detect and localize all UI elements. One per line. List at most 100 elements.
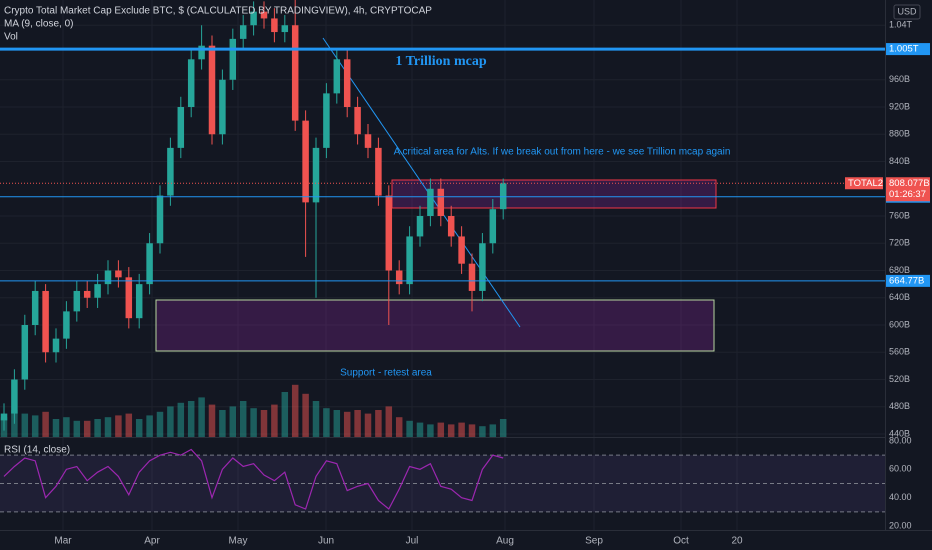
annotation: 1 Trillion mcap bbox=[395, 54, 486, 69]
volume-bar bbox=[291, 384, 299, 437]
volume-bar bbox=[281, 392, 289, 437]
volume-bar bbox=[479, 426, 486, 437]
candle-body bbox=[260, 11, 268, 19]
candle-body bbox=[125, 277, 133, 319]
volume-bar bbox=[250, 408, 257, 437]
volume-bar bbox=[260, 410, 268, 437]
y-tick-label: 600B bbox=[889, 319, 910, 329]
candle-body bbox=[187, 59, 195, 107]
ma-label: MA (9, close, 0) bbox=[4, 19, 73, 30]
candle-body bbox=[302, 120, 309, 203]
x-tick-label: Oct bbox=[673, 536, 689, 547]
candle-body bbox=[375, 147, 382, 196]
volume-bar bbox=[375, 410, 382, 437]
symbol-tag-label: TOTAL2 bbox=[848, 178, 883, 189]
volume-bar bbox=[208, 404, 216, 437]
support-zone bbox=[155, 299, 715, 352]
rsi-tick-label: 80.00 bbox=[889, 435, 912, 445]
candle-body bbox=[333, 59, 341, 94]
candle-body bbox=[250, 11, 257, 26]
price-tag-label: 1.005T bbox=[889, 44, 919, 55]
candle-body bbox=[198, 45, 205, 60]
candle-body bbox=[291, 25, 299, 121]
volume-bar bbox=[323, 408, 330, 437]
y-tick-label: 560B bbox=[889, 347, 910, 357]
volume-bar bbox=[447, 424, 455, 437]
candle-body bbox=[479, 243, 486, 291]
volume-bar bbox=[52, 419, 60, 437]
annotation: Support - retest area bbox=[340, 368, 432, 379]
volume-bar bbox=[333, 410, 341, 437]
annotation: A critical area for Alts. If we break ou… bbox=[394, 147, 731, 158]
candle-body bbox=[0, 413, 8, 421]
volume-bar bbox=[271, 404, 278, 437]
volume-bar bbox=[468, 424, 476, 437]
candle-body bbox=[354, 107, 361, 135]
volume-bar bbox=[31, 415, 39, 437]
volume-bar bbox=[499, 419, 507, 437]
y-tick-label: 520B bbox=[889, 374, 910, 384]
plot bbox=[0, 0, 886, 510]
current-price-label: 808.077B bbox=[889, 178, 930, 189]
candle-body bbox=[323, 93, 330, 148]
grid bbox=[0, 0, 885, 530]
candle-body bbox=[52, 338, 60, 353]
breakout-zone bbox=[391, 179, 717, 209]
candle-body bbox=[21, 325, 29, 380]
vol-label: Vol bbox=[4, 32, 18, 43]
volume-bar bbox=[302, 393, 309, 437]
x-tick-label: 20 bbox=[731, 536, 743, 547]
x-tick-label: Aug bbox=[496, 536, 514, 547]
candle-body bbox=[364, 134, 372, 148]
volume-bar bbox=[416, 422, 424, 437]
y-tick-label: 720B bbox=[889, 238, 910, 248]
volume-bar bbox=[156, 411, 164, 437]
candle-body bbox=[156, 195, 164, 244]
volume-bar bbox=[73, 420, 81, 437]
volume-bar bbox=[42, 411, 49, 437]
x-tick-label: May bbox=[229, 536, 248, 547]
candle-body bbox=[167, 147, 174, 196]
candle-body bbox=[135, 284, 143, 319]
symbol-tag bbox=[845, 177, 883, 190]
volume-bar bbox=[94, 419, 101, 437]
candle-body bbox=[31, 290, 39, 325]
volume-bar bbox=[239, 401, 247, 437]
x-tick-label: Jul bbox=[406, 536, 419, 547]
candle-body bbox=[146, 243, 153, 285]
volume-bar bbox=[177, 402, 185, 437]
volume-bar bbox=[427, 424, 434, 437]
candle-body bbox=[395, 270, 403, 285]
candle-body bbox=[427, 188, 434, 216]
candle-body bbox=[83, 290, 91, 298]
countdown-label: 01:26:37 bbox=[889, 189, 926, 200]
volume-bar bbox=[437, 422, 445, 437]
volume-bar bbox=[187, 401, 195, 437]
volume-bar bbox=[458, 422, 465, 437]
volume-bar bbox=[489, 424, 497, 437]
volume-bar bbox=[104, 417, 112, 437]
rsi-tick-label: 20.00 bbox=[889, 520, 912, 530]
volume-bar bbox=[21, 413, 29, 437]
y-tick-label: 480B bbox=[889, 401, 910, 411]
candle-body bbox=[468, 263, 476, 291]
candle-body bbox=[281, 25, 289, 33]
candle-body bbox=[385, 195, 393, 271]
x-tick-label: Jun bbox=[318, 536, 334, 547]
y-tick-label: 1.04T bbox=[889, 20, 913, 30]
candle-body bbox=[73, 290, 81, 312]
volume-bar bbox=[385, 406, 393, 437]
volume-bar bbox=[135, 419, 143, 437]
candle-body bbox=[312, 147, 320, 203]
volume-bar bbox=[125, 413, 133, 437]
candle-body bbox=[447, 216, 455, 237]
volume-bar bbox=[312, 401, 320, 437]
volume-bar bbox=[146, 415, 153, 437]
rsi-label: RSI (14, close) bbox=[4, 445, 70, 456]
price-tag bbox=[886, 274, 930, 287]
candle-body bbox=[115, 270, 122, 278]
y-tick-label: 840B bbox=[889, 156, 910, 166]
candle-body bbox=[42, 290, 49, 353]
candle-body bbox=[229, 38, 237, 80]
